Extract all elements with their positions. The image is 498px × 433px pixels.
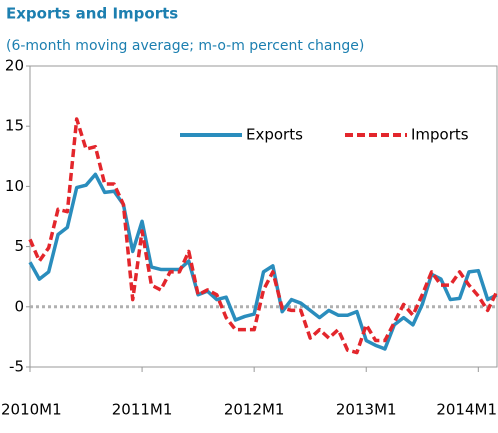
y-tick-label: 10: [5, 177, 24, 195]
legend-label: Imports: [411, 126, 469, 144]
y-tick-label: 20: [5, 57, 24, 75]
legend-label: Exports: [246, 126, 303, 144]
y-tick-label: 5: [14, 237, 24, 255]
x-tick-label: 2012M1: [224, 401, 285, 419]
x-tick-label: 2014M1: [436, 401, 497, 419]
y-tick-label: -5: [9, 358, 24, 376]
series-line: [28, 172, 498, 351]
chart-title: Exports and Imports: [6, 5, 178, 23]
x-tick-label: 2013M1: [336, 401, 397, 419]
x-tick-label: 2010M1: [1, 401, 62, 419]
plot-frame: [29, 65, 498, 368]
series-line: [28, 117, 498, 355]
chart-subtitle: (6-month moving average; m-o-m percent c…: [6, 38, 364, 54]
y-tick-label: 15: [5, 117, 24, 135]
x-tick-label: 2011M1: [112, 401, 173, 419]
y-tick-label: 0: [14, 297, 24, 315]
